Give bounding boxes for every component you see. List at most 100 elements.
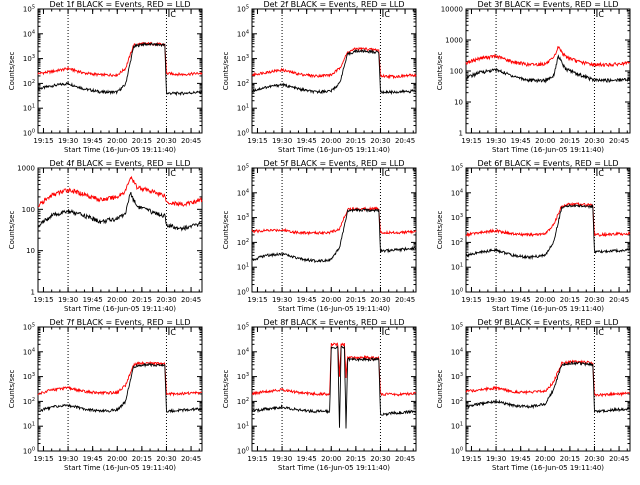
flag-marker-label: C [598, 169, 604, 178]
lld-series-line [465, 359, 630, 398]
flag-marker-label: C [598, 328, 604, 337]
y-tick-label: 102 [451, 238, 463, 247]
y-axis-label: Counts/sec [222, 211, 230, 250]
y-tick-label-base: 10 [23, 448, 32, 456]
y-tick-label: 100 [451, 288, 463, 297]
y-tick-label-exponent: 3 [32, 54, 35, 60]
y-tick-label-exponent: 3 [460, 213, 463, 219]
y-axis-label: Counts/sec [222, 52, 230, 91]
y-tick-label: 101 [23, 104, 35, 113]
panel-title: Det 3f BLACK = Events, RED = LLD [477, 0, 618, 9]
y-tick-label-base: 10 [237, 348, 246, 356]
y-tick-label: 10 [26, 247, 35, 255]
x-tick-label: 19:30 [58, 137, 78, 145]
y-tick-label: 100 [237, 447, 249, 456]
x-axis-label: Start Time (16-Jun-05 19:11:40) [64, 146, 176, 154]
y-tick-label: 102 [451, 397, 463, 406]
x-tick-label: 19:30 [58, 455, 78, 463]
events-series-line [465, 203, 631, 260]
x-axis-label: Start Time (16-Jun-05 19:11:40) [278, 305, 390, 313]
y-tick-label: 100 [23, 129, 35, 138]
x-tick-label: 20:00 [107, 296, 127, 304]
y-tick-label: 101 [237, 422, 249, 431]
x-tick-label: 20:30 [584, 455, 604, 463]
y-tick-label-exponent: 3 [246, 372, 249, 378]
x-tick-label: 20:30 [156, 296, 176, 304]
y-tick-label-exponent: 4 [460, 347, 463, 353]
x-tick-label: 20:15 [560, 455, 580, 463]
x-tick-label: 19:15 [461, 296, 481, 304]
y-tick-label-exponent: 1 [246, 104, 249, 110]
y-tick-label: 100 [23, 447, 35, 456]
y-tick-label-base: 10 [23, 324, 32, 332]
y-tick-label: 103 [451, 372, 463, 381]
y-tick-label: 1 [31, 289, 35, 297]
x-tick-label: 20:15 [346, 296, 366, 304]
plot-frame [465, 326, 631, 452]
x-tick-label: 19:45 [297, 455, 317, 463]
y-tick-label: 105 [451, 164, 463, 173]
y-tick-label: 105 [23, 323, 35, 332]
detector-panel-1: Det 1f BLACK = Events, RED = LLD 100 101 10… [8, 0, 203, 154]
y-tick-label-exponent: 4 [246, 29, 249, 35]
events-series-line [37, 41, 203, 97]
y-tick-label-base: 10 [451, 239, 460, 247]
y-tick-label: 102 [23, 79, 35, 88]
y-tick-label-exponent: 0 [246, 447, 249, 453]
y-tick-label-base: 10 [237, 55, 246, 63]
x-tick-label: 19:15 [33, 296, 53, 304]
y-tick-label-exponent: 1 [246, 422, 249, 428]
y-tick-label-base: 10 [23, 55, 32, 63]
y-tick-label-exponent: 0 [246, 288, 249, 294]
detector-panel-2: Det 2f BLACK = Events, RED = LLD10010110… [222, 0, 417, 154]
y-tick-label-base: 10 [451, 373, 460, 381]
x-tick-label: 19:45 [511, 296, 531, 304]
y-tick-label-exponent: 5 [32, 323, 35, 329]
plot-frame [251, 8, 417, 134]
y-tick-label-exponent: 3 [460, 372, 463, 378]
y-tick-label-exponent: 5 [460, 323, 463, 329]
y-tick-label-base: 10 [23, 30, 32, 38]
x-tick-label: 20:30 [370, 296, 390, 304]
y-tick-label: 100 [237, 288, 249, 297]
flag-marker-label: C [384, 169, 390, 178]
y-tick-label-exponent: 4 [246, 188, 249, 194]
plot-frame [251, 167, 417, 293]
panel-title: Det 1f BLACK = Events, RED = LLD [49, 0, 190, 9]
plot-frame [37, 167, 203, 293]
y-tick-label: 105 [237, 5, 249, 14]
y-tick-label-base: 10 [237, 423, 246, 431]
y-tick-label-exponent: 0 [32, 447, 35, 453]
y-tick-label: 105 [23, 5, 35, 14]
x-axis-label: Start Time (16-Jun-05 19:11:40) [278, 146, 390, 154]
x-axis-label: Start Time (16-Jun-05 19:11:40) [278, 464, 390, 472]
y-tick-label-exponent: 2 [246, 397, 249, 403]
y-tick-label-base: 10 [237, 130, 246, 138]
y-tick-label-base: 10 [23, 130, 32, 138]
y-tick-label: 103 [23, 54, 35, 63]
y-tick-label-base: 10 [237, 189, 246, 197]
x-tick-label: 20:30 [156, 455, 176, 463]
y-tick-label: 105 [237, 164, 249, 173]
x-tick-label: 20:15 [346, 455, 366, 463]
x-tick-label: 19:45 [83, 137, 103, 145]
flag-marker-label: C [170, 169, 176, 178]
x-tick-label: 19:30 [486, 296, 506, 304]
x-tick-label: 19:15 [33, 137, 53, 145]
x-tick-label: 20:45 [609, 455, 629, 463]
y-tick-label-exponent: 1 [460, 263, 463, 269]
y-tick-label: 103 [237, 372, 249, 381]
events-series-line [251, 345, 417, 429]
y-tick-label-base: 10 [451, 448, 460, 456]
y-tick-label: 10000 [441, 6, 463, 14]
y-tick-label: 101 [451, 263, 463, 272]
flag-marker-label: C [170, 328, 176, 337]
y-tick-label-exponent: 3 [246, 213, 249, 219]
x-tick-label: 20:00 [321, 137, 341, 145]
y-tick-label-exponent: 4 [246, 347, 249, 353]
y-tick-label-exponent: 1 [460, 422, 463, 428]
x-tick-label: 19:30 [58, 296, 78, 304]
y-tick-label-exponent: 1 [32, 422, 35, 428]
y-tick-label: 105 [237, 323, 249, 332]
